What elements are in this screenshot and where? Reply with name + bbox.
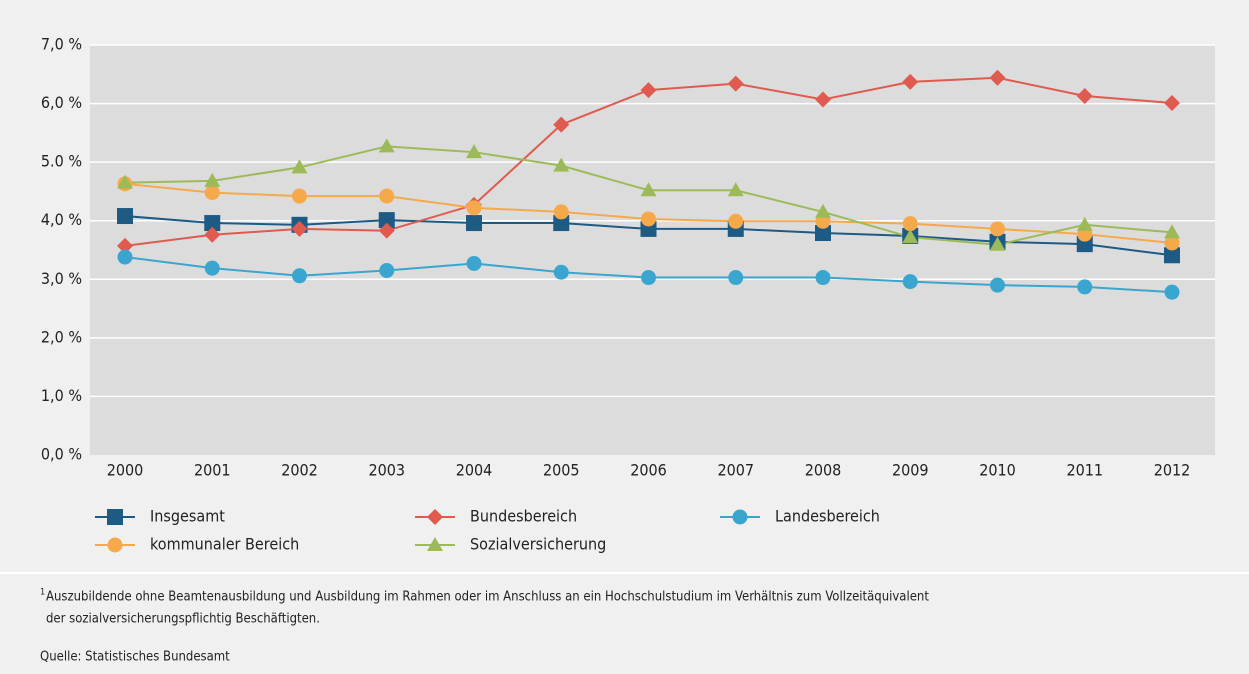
marker — [1076, 216, 1093, 231]
source: Quelle: Statistisches Bundesamt — [40, 650, 230, 665]
plot-area — [90, 45, 1215, 455]
marker — [727, 75, 744, 92]
marker — [107, 537, 123, 553]
marker — [291, 220, 308, 237]
marker — [1164, 235, 1180, 251]
legend-label: kommunaler Bereich — [150, 535, 299, 554]
marker — [204, 226, 221, 243]
x-tick-label: 2006 — [630, 461, 667, 480]
y-tick-label: 6,0 % — [41, 93, 82, 112]
marker — [204, 215, 221, 232]
y-tick-label: 7,0 % — [41, 35, 82, 54]
marker — [378, 212, 395, 229]
x-tick-label: 2010 — [979, 461, 1016, 480]
marker — [727, 182, 744, 197]
marker — [292, 268, 307, 284]
legend-label: Bundesbereich — [470, 507, 577, 526]
marker — [379, 188, 395, 204]
marker — [640, 82, 657, 99]
marker — [378, 222, 395, 239]
footnote-line: Auszubildende ohne Beamtenausbildung und… — [46, 590, 929, 605]
footnote-line: der sozialversicherungspflichtig Beschäf… — [46, 612, 320, 627]
marker — [466, 144, 482, 159]
marker — [427, 509, 443, 525]
marker — [292, 188, 307, 204]
marker — [902, 73, 919, 90]
marker — [1164, 284, 1180, 300]
marker — [902, 216, 918, 232]
marker — [553, 204, 569, 220]
y-tick-label: 0,0 % — [41, 445, 82, 464]
x-tick-label: 2002 — [281, 461, 318, 480]
x-tick-label: 2011 — [1066, 461, 1103, 480]
marker — [553, 215, 570, 232]
footnote-mark: 1 — [40, 588, 45, 598]
marker — [641, 211, 656, 227]
marker — [204, 172, 221, 187]
y-tick-label: 2,0 % — [41, 327, 82, 346]
y-tick-label: 4,0 % — [41, 210, 82, 229]
marker — [466, 200, 482, 216]
marker — [990, 277, 1005, 293]
marker — [989, 69, 1006, 86]
x-tick-label: 2007 — [717, 461, 754, 480]
marker — [1077, 279, 1093, 295]
legend-label: Insgesamt — [150, 507, 225, 526]
marker — [378, 138, 395, 153]
marker — [427, 537, 443, 551]
x-tick-label: 2012 — [1154, 461, 1191, 480]
marker — [732, 509, 748, 525]
y-tick-label: 5.0 % — [41, 152, 82, 171]
marker — [815, 91, 831, 108]
x-tick-label: 2004 — [456, 461, 493, 480]
y-tick-label: 1,0 % — [41, 386, 82, 405]
marker — [553, 264, 569, 280]
marker — [117, 237, 133, 254]
legend-label: Sozialversicherung — [470, 535, 606, 554]
marker — [117, 249, 133, 265]
marker — [990, 221, 1005, 237]
marker — [640, 182, 657, 197]
marker — [1164, 224, 1180, 239]
marker — [107, 509, 123, 525]
marker — [641, 270, 656, 286]
marker — [204, 185, 220, 201]
x-tick-label: 2008 — [805, 461, 842, 480]
marker — [117, 208, 133, 225]
marker — [902, 274, 918, 290]
marker — [1076, 87, 1093, 104]
marker — [553, 116, 570, 133]
marker — [815, 203, 831, 218]
marker — [117, 174, 133, 189]
legend-label: Landesbereich — [775, 507, 880, 526]
x-tick-label: 2009 — [892, 461, 929, 480]
x-tick-label: 2000 — [107, 461, 144, 480]
marker — [291, 159, 308, 174]
marker — [466, 255, 482, 271]
marker — [1164, 247, 1180, 264]
x-tick-label: 2001 — [194, 461, 231, 480]
marker — [1164, 94, 1180, 111]
marker — [728, 270, 744, 286]
y-tick-label: 3,0 % — [41, 269, 82, 288]
marker — [902, 229, 919, 244]
x-tick-label: 2005 — [543, 461, 580, 480]
marker — [815, 270, 831, 286]
marker — [379, 263, 395, 278]
marker — [466, 215, 482, 232]
marker — [989, 236, 1006, 251]
marker — [204, 260, 220, 276]
marker — [553, 157, 570, 172]
x-tick-label: 2003 — [368, 461, 405, 480]
marker — [728, 213, 744, 229]
marker — [815, 225, 831, 242]
